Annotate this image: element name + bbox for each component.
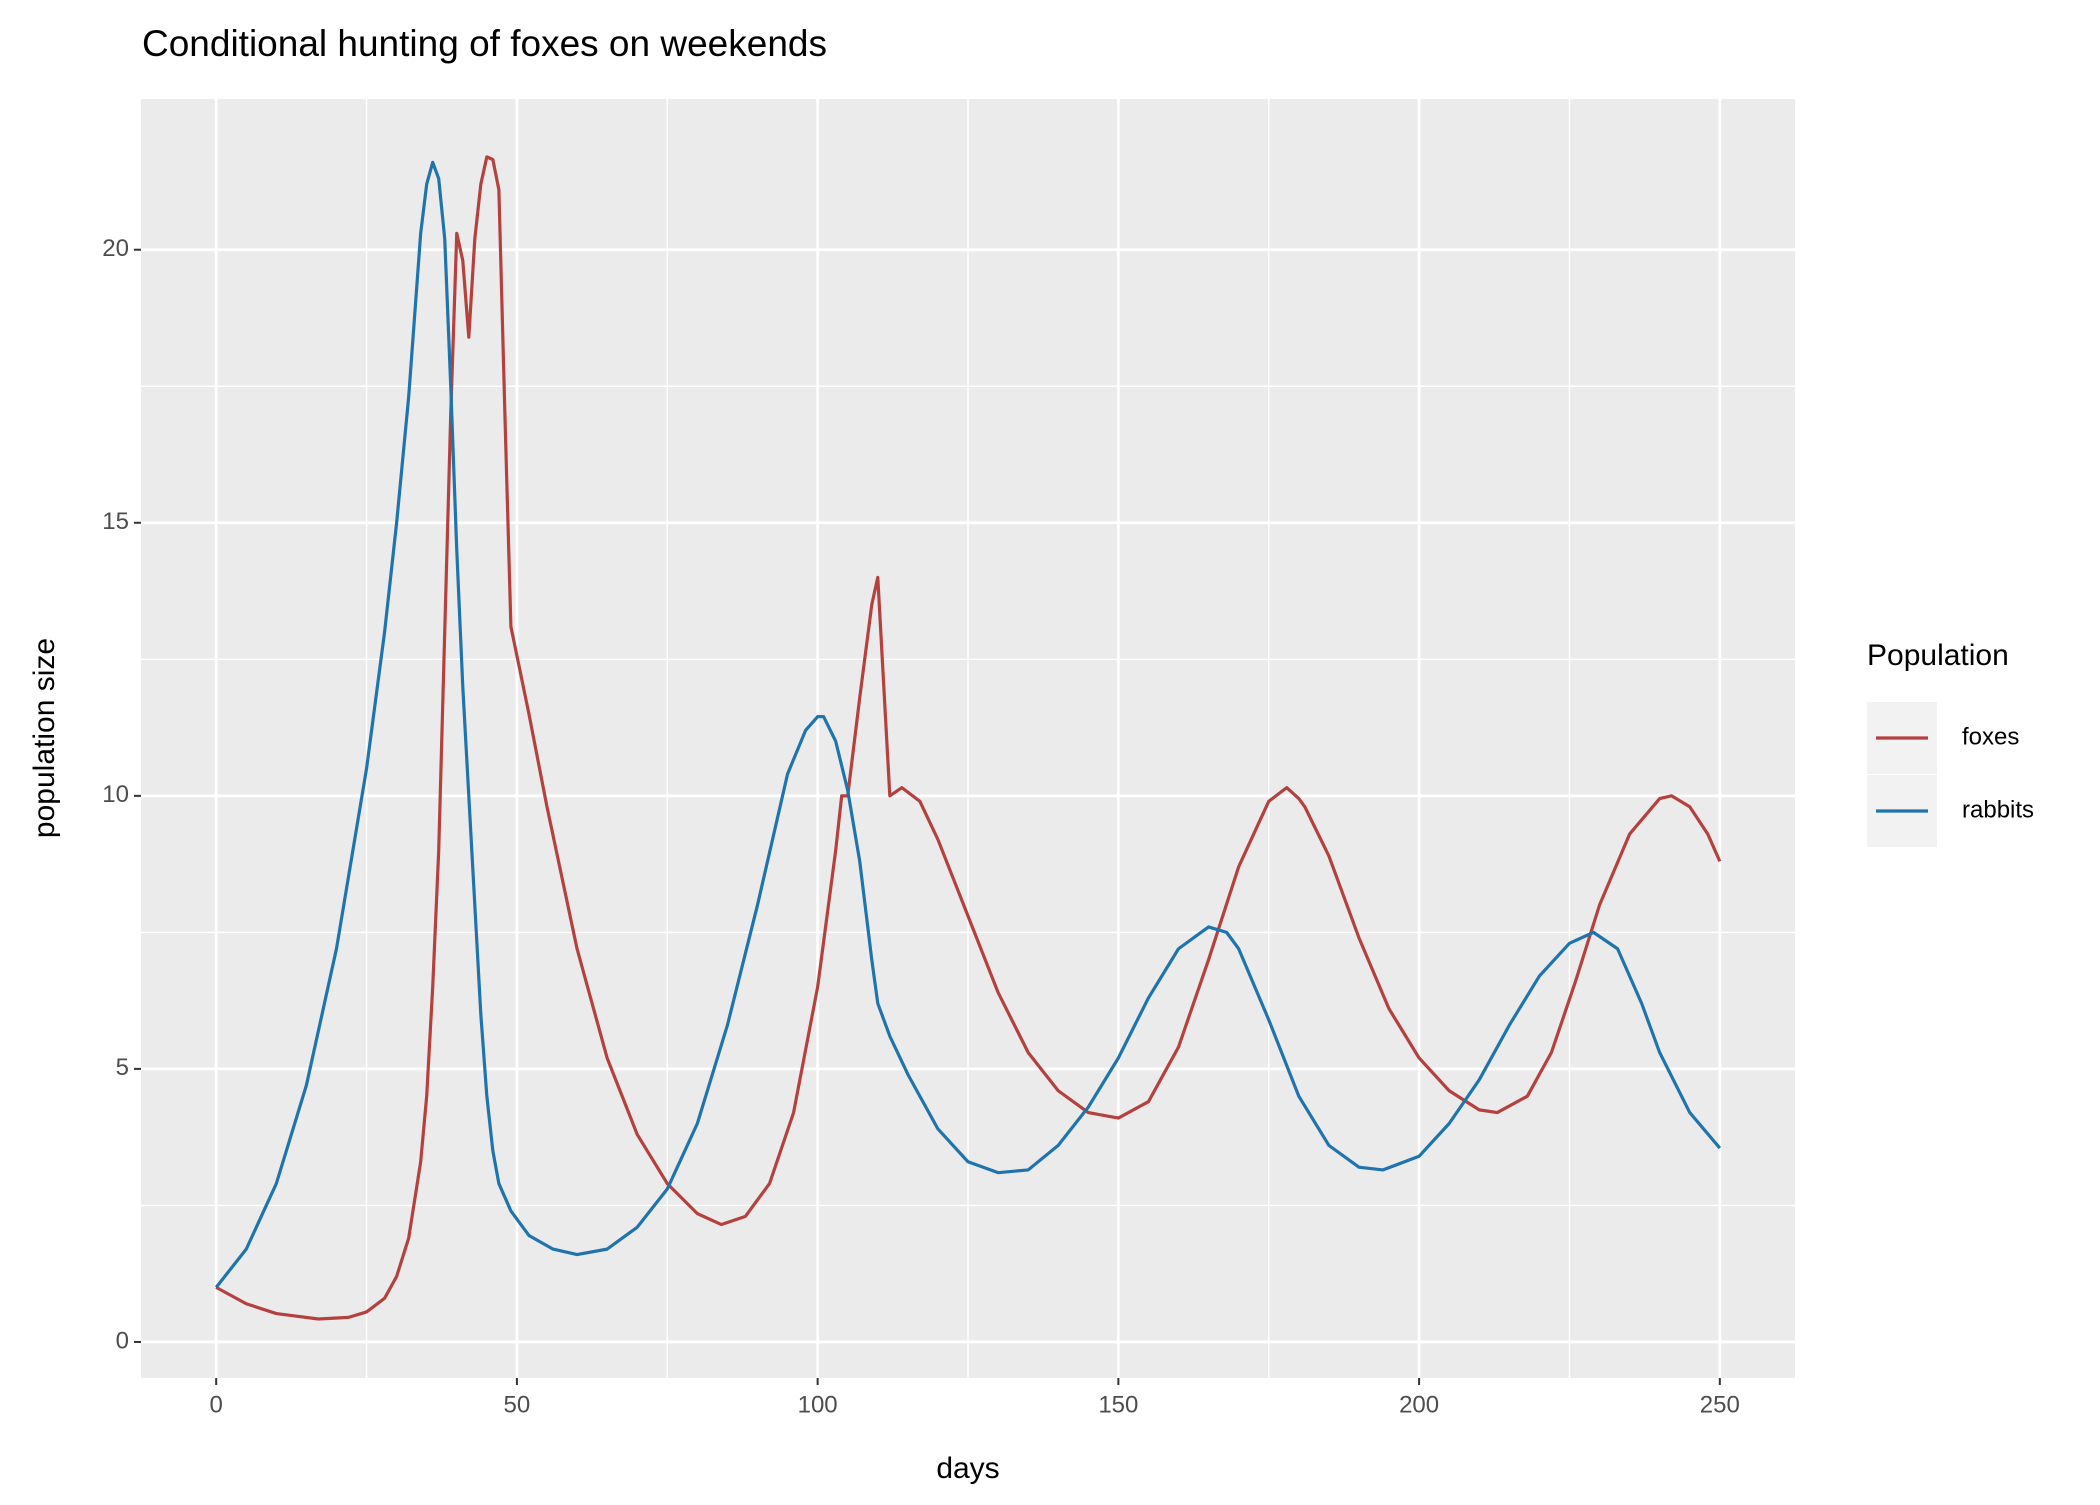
x-tick-label: 200 (1399, 1391, 1439, 1418)
y-tick-label: 20 (102, 235, 129, 262)
chart-title: Conditional hunting of foxes on weekends (142, 23, 827, 64)
x-axis-title: days (936, 1452, 999, 1485)
legend-label: foxes (1962, 723, 2019, 750)
x-tick-label: 100 (798, 1391, 838, 1418)
x-tick-label: 150 (1098, 1391, 1138, 1418)
x-tick-label: 250 (1700, 1391, 1740, 1418)
legend-label: rabbits (1962, 796, 2034, 823)
x-tick-label: 0 (210, 1391, 223, 1418)
x-tick-label: 50 (504, 1391, 531, 1418)
y-axis-title: population size (28, 638, 61, 838)
series-line (214, 160, 1722, 1289)
y-tick-label: 15 (102, 508, 129, 535)
legend-title: Population (1867, 639, 2009, 672)
y-tick-label: 0 (116, 1327, 129, 1354)
y-tick-label: 5 (116, 1054, 129, 1081)
y-tick-label: 10 (102, 781, 129, 808)
